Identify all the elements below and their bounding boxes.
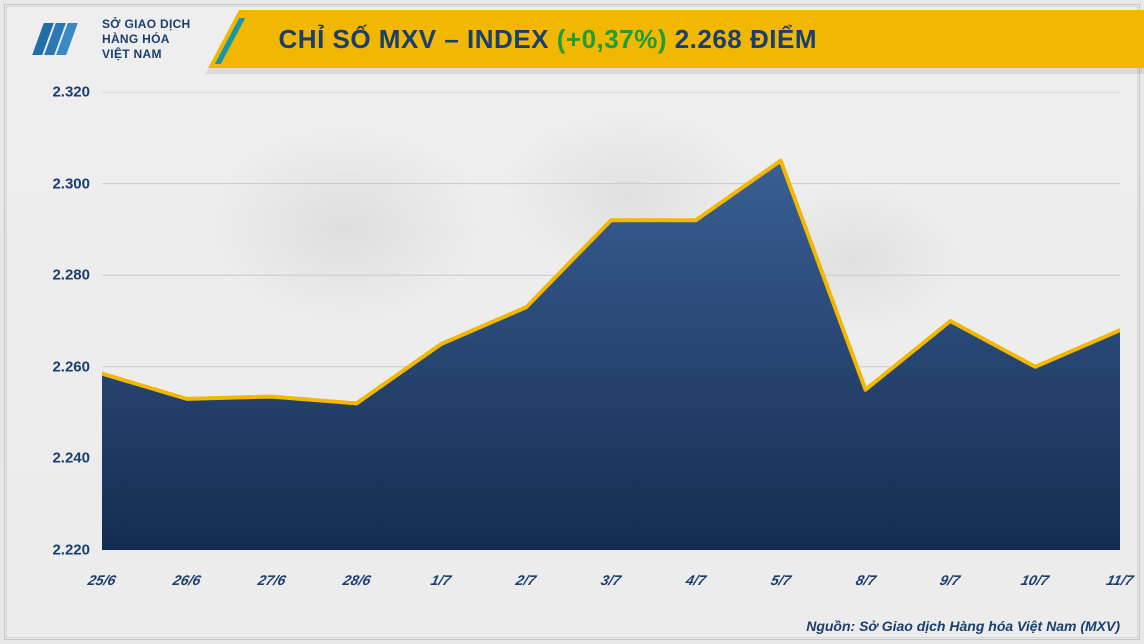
y-tick-label: 2.260 (30, 358, 90, 375)
brand-logo-icon (28, 17, 92, 61)
x-axis: 25/626/627/628/61/72/73/74/75/78/79/710/… (102, 550, 1120, 598)
source-text: Nguồn: Sở Giao dịch Hàng hóa Việt Nam (M… (806, 618, 1120, 634)
x-tick-label: 8/7 (854, 572, 877, 588)
chart: 2.2202.2402.2602.2802.3002.320 25/626/62… (30, 92, 1120, 598)
title-accent-bar (214, 18, 244, 64)
y-tick-label: 2.280 (30, 267, 90, 284)
y-tick-label: 2.220 (30, 542, 90, 559)
x-tick-label: 10/7 (1020, 572, 1051, 588)
brand-line3: VIỆT NAM (102, 47, 191, 62)
brand-line2: HÀNG HÓA (102, 32, 191, 47)
y-tick-label: 2.320 (30, 84, 90, 101)
plot-area (102, 92, 1120, 550)
x-tick-label: 28/6 (341, 572, 372, 588)
y-tick-label: 2.300 (30, 175, 90, 192)
title-prefix: CHỈ SỐ MXV – INDEX (279, 24, 557, 54)
x-tick-label: 25/6 (86, 572, 117, 588)
x-tick-label: 3/7 (599, 572, 622, 588)
x-tick-label: 9/7 (939, 572, 962, 588)
x-tick-label: 5/7 (769, 572, 792, 588)
x-tick-label: 27/6 (256, 572, 287, 588)
brand-line1: SỞ GIAO DỊCH (102, 17, 191, 32)
title-change-pct: (+0,37%) (557, 24, 667, 54)
y-tick-label: 2.240 (30, 450, 90, 467)
x-tick-label: 4/7 (684, 572, 707, 588)
y-axis: 2.2202.2402.2602.2802.3002.320 (30, 92, 94, 550)
page-title: CHỈ SỐ MXV – INDEX (+0,37%) 2.268 ĐIỂM (279, 24, 817, 55)
header: SỞ GIAO DỊCH HÀNG HÓA VIỆT NAM CHỈ SỐ MX… (0, 10, 1144, 68)
x-tick-label: 2/7 (514, 572, 537, 588)
brand: SỞ GIAO DỊCH HÀNG HÓA VIỆT NAM (0, 10, 209, 68)
x-tick-label: 1/7 (430, 572, 453, 588)
title-suffix: 2.268 ĐIỂM (667, 24, 817, 54)
x-tick-label: 11/7 (1105, 572, 1135, 588)
x-tick-label: 26/6 (171, 572, 202, 588)
title-banner: CHỈ SỐ MXV – INDEX (+0,37%) 2.268 ĐIỂM (209, 10, 1144, 68)
brand-text: SỞ GIAO DỊCH HÀNG HÓA VIỆT NAM (102, 17, 191, 62)
